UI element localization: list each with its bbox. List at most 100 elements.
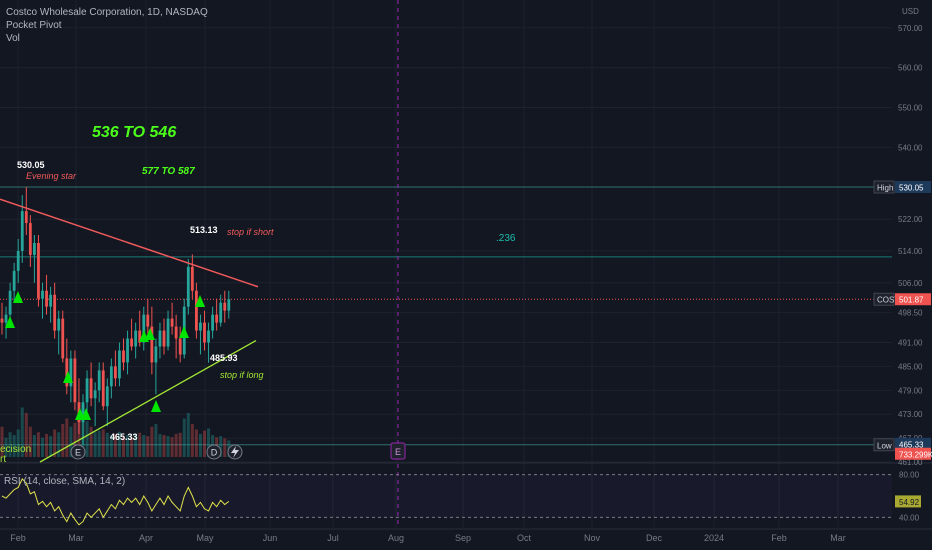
candle — [211, 306, 214, 339]
time-tick-label: Apr — [139, 533, 153, 543]
candle — [93, 382, 97, 427]
candle-body — [20, 211, 24, 251]
price-tick-label: 498.50 — [898, 309, 923, 318]
low-value-tag-bg — [895, 437, 931, 450]
candle-body — [12, 270, 16, 291]
candle — [227, 290, 231, 319]
price-tick-label: 461.00 — [898, 458, 923, 467]
candle-body — [93, 390, 97, 399]
volume-bar — [53, 429, 57, 457]
candle-body — [122, 350, 125, 363]
candle-body — [57, 318, 61, 331]
volume-bar — [20, 407, 24, 457]
volume-bar — [41, 437, 44, 457]
candle-body — [174, 326, 178, 339]
candle-body — [73, 358, 77, 403]
rsi-pane: RSI (14, close, SMA, 14, 2) — [0, 474, 892, 526]
candle — [85, 370, 89, 419]
time-tick-label: Nov — [584, 533, 601, 543]
candle-body — [101, 370, 105, 407]
volume-bar — [69, 426, 73, 457]
volume-bar — [101, 429, 105, 457]
time-tick-label: Dec — [646, 533, 663, 543]
candle — [195, 282, 198, 339]
candle-body — [223, 302, 227, 311]
indicator-volume[interactable]: Vol — [6, 33, 20, 44]
time-tick-label: Mar — [68, 533, 84, 543]
candle-body — [105, 386, 109, 407]
volume-bar — [24, 413, 28, 457]
high-tag-bg — [873, 180, 895, 194]
volume-bar — [117, 431, 121, 457]
high-tag-text: High — [877, 184, 893, 193]
candle — [219, 294, 223, 327]
dividend-marker: D — [206, 444, 222, 460]
candle-body — [24, 211, 28, 224]
candle — [207, 322, 210, 363]
candle-body — [150, 326, 154, 363]
volume-bar — [154, 424, 158, 457]
low-tag: Low — [873, 438, 895, 452]
candle — [0, 302, 4, 335]
candle-body — [203, 322, 206, 343]
candle — [65, 338, 69, 395]
candle-body — [215, 314, 219, 323]
candle — [162, 318, 166, 355]
candle — [69, 350, 73, 403]
candle-body — [97, 370, 101, 391]
candle-body — [126, 338, 129, 363]
low-value-tag-text: 465.33 — [899, 440, 924, 449]
time-axis: Feb Mar Apr May Jun Jul Aug Sep Oct Nov Dec 2024 Feb… — [10, 533, 846, 543]
volume-bar — [207, 428, 211, 457]
volume-bar — [142, 435, 146, 457]
volume-bar — [57, 432, 61, 457]
pocket-pivot-triangle — [13, 291, 23, 303]
candle-body — [37, 242, 40, 299]
symbol-title[interactable]: Costco Wholesale Corporation, 1D, NASDAQ — [6, 7, 208, 18]
volume-bar — [8, 432, 12, 457]
volume-bar — [194, 429, 198, 457]
last-price-tag-bg — [895, 293, 931, 306]
price-tick-label: 514.00 — [898, 247, 923, 256]
candle — [41, 282, 44, 319]
volume-bar — [89, 426, 93, 457]
candle-body — [89, 378, 93, 399]
indicator-pocket-pivot[interactable]: Pocket Pivot — [6, 20, 62, 31]
volume-bar — [126, 435, 130, 457]
time-tick-label: Oct — [517, 533, 532, 543]
low-tag-bg — [873, 438, 895, 452]
candle — [8, 282, 12, 323]
volume-value-tag: 733.299K — [895, 447, 932, 460]
candle — [134, 322, 138, 359]
candle-body — [85, 378, 89, 403]
dividend-marker-label: D — [211, 448, 218, 458]
candle-body — [219, 302, 223, 323]
last-symbol-tag-bg — [873, 292, 895, 306]
stop-if-short-label: stop if short — [227, 227, 274, 237]
candle-body — [170, 318, 174, 327]
volume-bar — [16, 429, 20, 457]
volume-bar — [219, 436, 223, 457]
candles — [0, 187, 231, 445]
candle — [97, 362, 101, 403]
candle — [101, 362, 105, 411]
dividend-marker-circle — [206, 444, 222, 460]
candle — [33, 235, 36, 283]
candle — [89, 362, 93, 407]
lightning-icon — [227, 444, 243, 460]
candle — [178, 326, 182, 363]
time-tick-label: 2024 — [704, 533, 724, 543]
price-tick-label: 491.00 — [898, 339, 923, 348]
time-tick-label: Mar — [830, 533, 846, 543]
rsi-label: RSI (14, close, SMA, 14, 2) — [4, 476, 125, 487]
future-earnings-label: E — [395, 447, 401, 457]
candle-body — [162, 330, 166, 347]
candle — [12, 262, 16, 303]
label-485: 485.93 — [210, 353, 238, 363]
volume-bar — [166, 436, 170, 457]
volume-bar — [109, 435, 113, 457]
candle — [118, 342, 121, 387]
